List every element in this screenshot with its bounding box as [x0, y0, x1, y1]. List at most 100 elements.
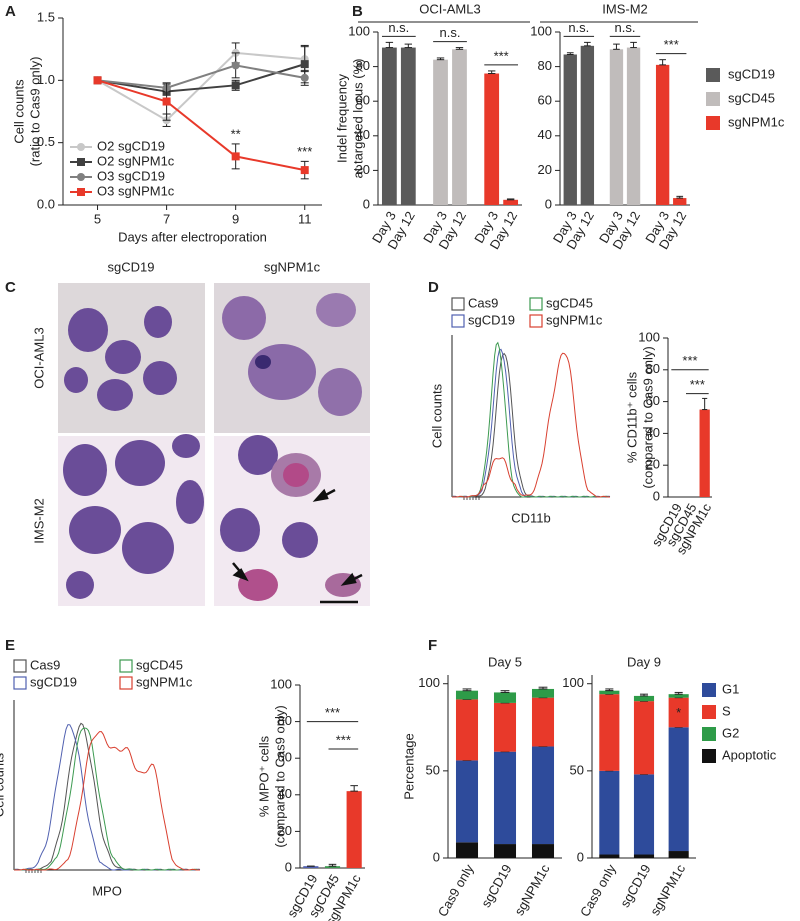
- bar-segment: [531, 746, 555, 845]
- x-tick-label: Cas9 only: [577, 861, 619, 919]
- y-tick-label: 50: [426, 762, 440, 777]
- legend-label: G1: [722, 681, 739, 696]
- y-tick-label: 20: [356, 162, 370, 177]
- y-tick-label: 40: [538, 127, 552, 142]
- error-bar: [566, 52, 574, 55]
- legend-swatch: [529, 297, 543, 311]
- y-tick-label: 0: [363, 196, 370, 211]
- y-tick-label: 100: [562, 675, 584, 690]
- annotation: n.s.: [388, 20, 409, 35]
- series-line: [97, 64, 305, 89]
- chart-title: IMS-M2: [602, 1, 648, 16]
- bar-segment: [455, 760, 479, 843]
- y-tick-label: 40: [646, 425, 660, 440]
- error-bar: [455, 47, 464, 50]
- histogram-curve: [13, 727, 201, 871]
- marker: [300, 73, 309, 82]
- y-tick-label: 1.5: [37, 9, 55, 24]
- legend-label: Apoptotic: [722, 747, 777, 762]
- y-axis-label: Cell counts: [11, 79, 26, 144]
- legend-label: sgCD19: [728, 66, 775, 81]
- y-axis-label: Indel frequency: [334, 74, 349, 163]
- series-line: [97, 63, 306, 93]
- bar-segment: [455, 699, 479, 761]
- panel-letter: B: [352, 3, 363, 20]
- bar-segment: [668, 727, 689, 852]
- x-tick-label: 11: [298, 211, 312, 226]
- bar: [303, 866, 319, 868]
- y-tick-label: 0.5: [37, 134, 55, 149]
- bar: [433, 59, 448, 206]
- y-tick-label: 60: [538, 93, 552, 108]
- error-bar: [328, 863, 337, 867]
- legend-label: sgCD45: [546, 295, 593, 310]
- bar: [503, 199, 519, 205]
- bar-segment: [455, 842, 479, 858]
- y-tick-label: 100: [348, 23, 370, 38]
- marker: [77, 143, 85, 151]
- x-axis-label: Days after electroporation: [118, 229, 267, 244]
- y-tick-label: 60: [278, 750, 292, 765]
- legend-swatch: [702, 705, 716, 719]
- error-bar: [538, 686, 548, 690]
- x-axis-label: MPO: [92, 883, 122, 898]
- legend-label: O2 sgCD19: [97, 138, 165, 153]
- marker: [77, 188, 85, 196]
- row-label: IMS-M2: [31, 498, 46, 544]
- panel-letter: A: [5, 3, 16, 20]
- annotation: ***: [336, 732, 351, 747]
- column-label: sgNPM1c: [264, 259, 321, 274]
- annotation: ***: [682, 353, 697, 368]
- histogram-curve: [13, 731, 200, 871]
- x-tick-label: sgNPM1c: [511, 861, 552, 918]
- cells: [63, 293, 362, 601]
- y-tick-label: 100: [418, 675, 440, 690]
- legend-label: O3 sgCD19: [97, 168, 165, 183]
- bar: [626, 47, 641, 205]
- bar-segment: [455, 690, 479, 700]
- x-axis-label: CD11b: [511, 510, 551, 525]
- x-tick-label: 7: [163, 211, 170, 226]
- error-bar: [613, 43, 620, 50]
- annotation: *: [676, 705, 681, 720]
- y-tick-label: 20: [646, 457, 660, 472]
- y-tick-label: 100: [530, 23, 552, 38]
- annotation: ***: [494, 48, 509, 63]
- legend-swatch: [451, 314, 465, 328]
- y-tick-label: 80: [356, 58, 370, 73]
- histogram-curve: [451, 341, 611, 498]
- error-bar: [506, 198, 515, 201]
- y-axis-label: Percentage: [401, 733, 416, 800]
- y-tick-label: 100: [638, 329, 660, 344]
- marker: [231, 81, 240, 90]
- legend-label: Cas9: [468, 295, 498, 310]
- marker: [77, 173, 85, 181]
- annotation: **: [231, 126, 241, 141]
- y-axis-label: (compared to Cas9 only): [272, 705, 287, 847]
- arrows: [232, 488, 363, 604]
- bar-segment: [531, 844, 555, 858]
- annotation: ***: [690, 377, 705, 392]
- legend-label: O3 sgNPM1c: [97, 183, 175, 198]
- legend-label: S: [722, 703, 731, 718]
- error-bar: [404, 43, 413, 49]
- legend-swatch: [119, 659, 133, 673]
- bar-segment: [493, 751, 517, 845]
- error-bar: [487, 70, 496, 75]
- bar-segment: [633, 695, 655, 702]
- y-tick-label: 0: [433, 849, 440, 864]
- marker: [77, 158, 85, 166]
- marker: [93, 76, 102, 85]
- bar: [484, 73, 500, 206]
- marker: [300, 60, 309, 69]
- bar-segment: [633, 854, 655, 858]
- y-axis-label: % MPO⁺ cells: [256, 735, 271, 817]
- x-tick-label: sgCD19: [617, 862, 653, 910]
- legend-label: sgCD19: [30, 674, 77, 689]
- legend-label: sgCD19: [468, 312, 515, 327]
- row-label: OCI-AML3: [31, 327, 46, 388]
- error-bar: [630, 41, 637, 49]
- y-axis-label: Cell counts: [429, 383, 444, 448]
- y-tick-label: 60: [646, 393, 660, 408]
